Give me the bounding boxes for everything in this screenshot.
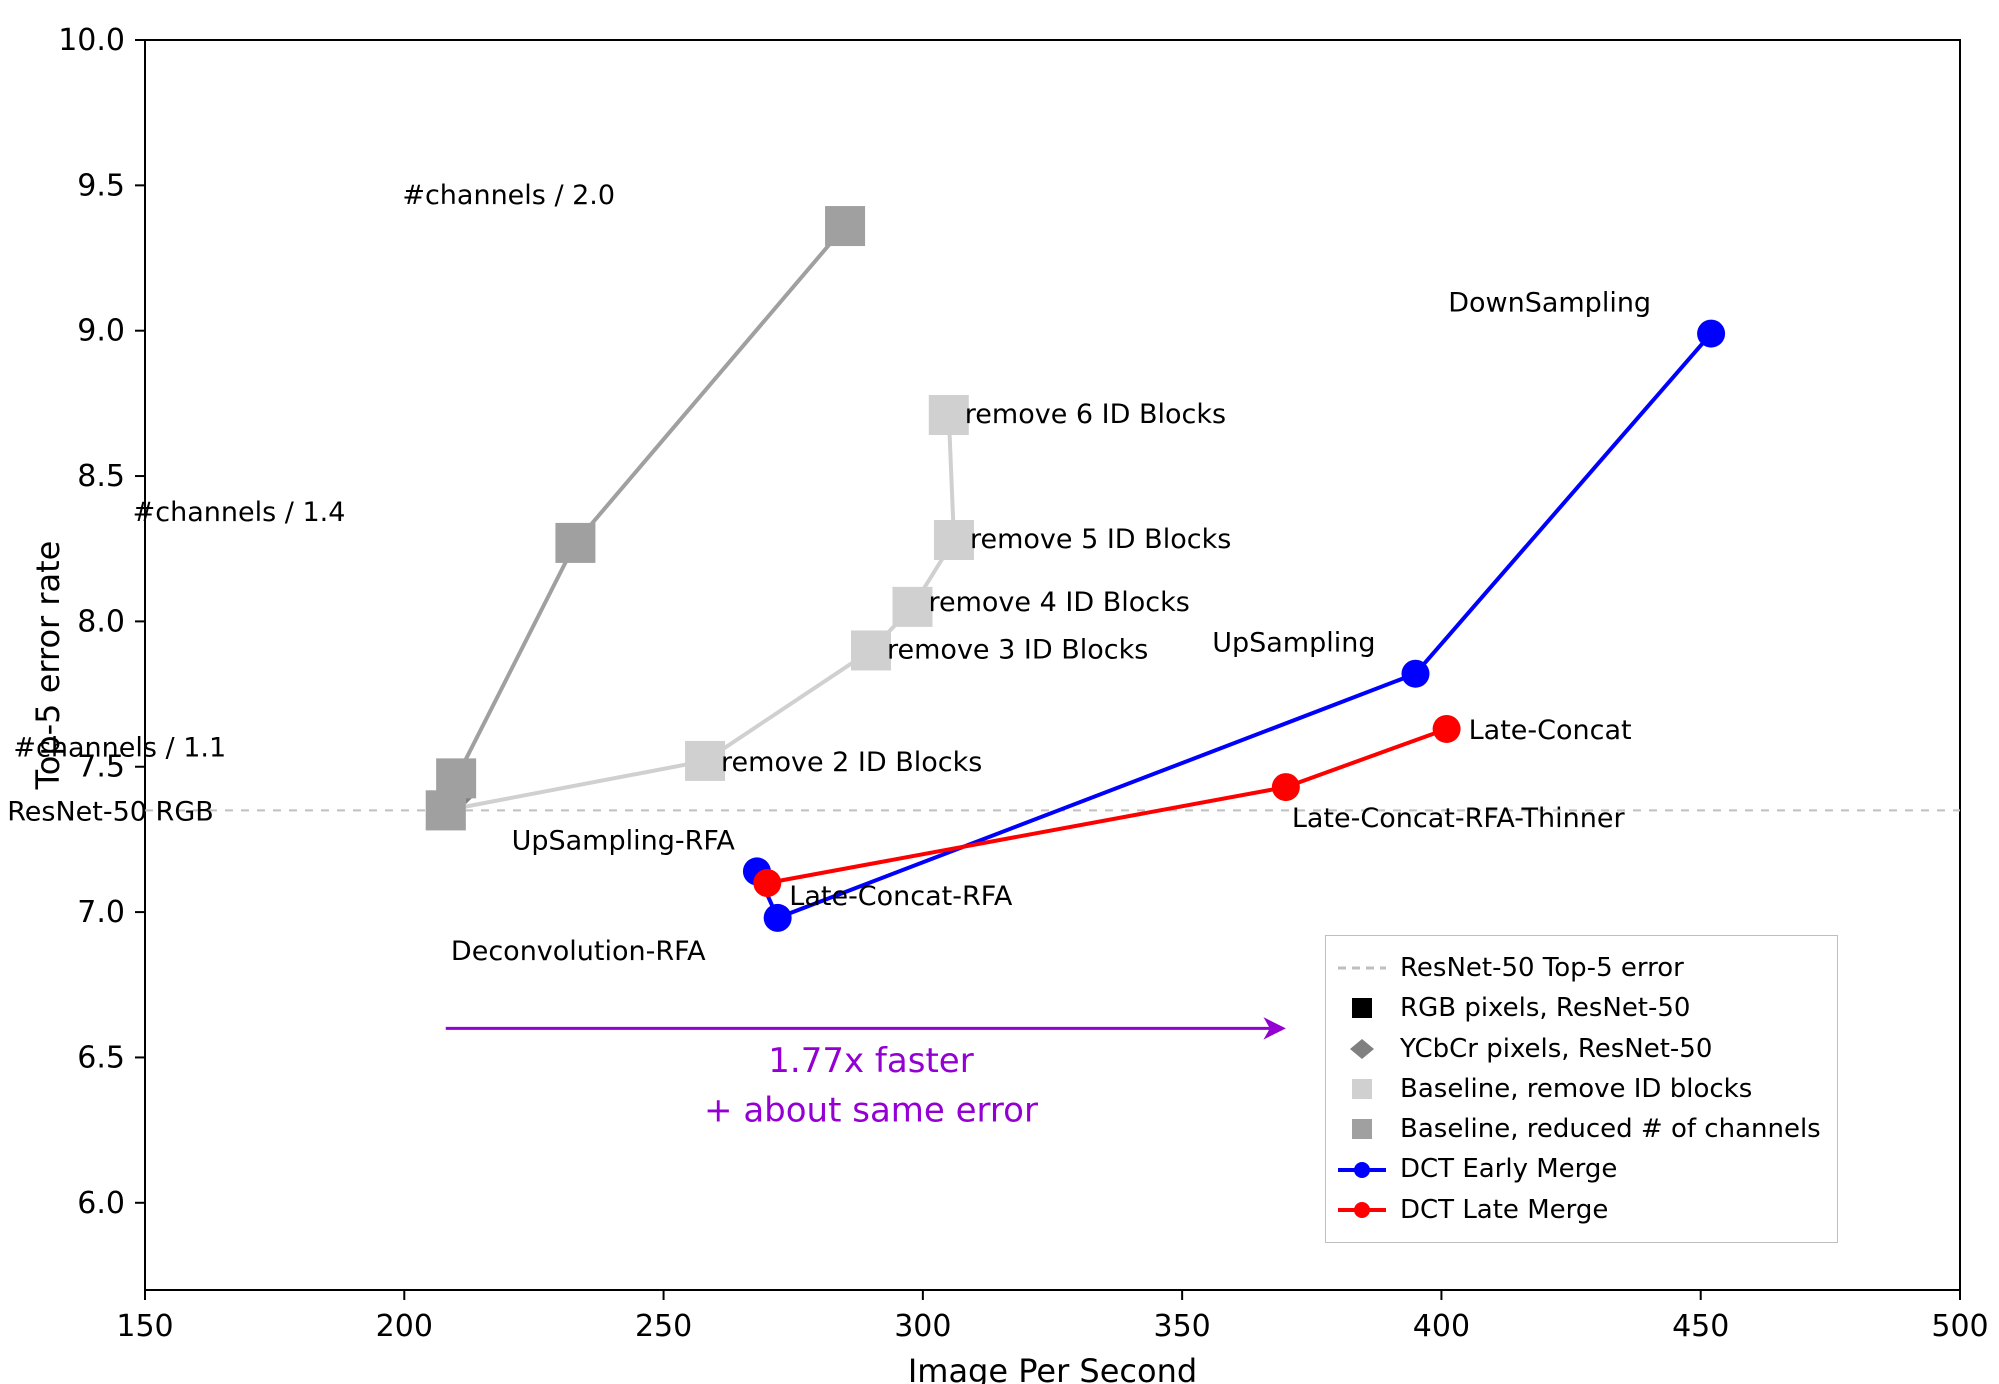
y-tick-label: 6.5 [77,1040,125,1075]
legend-swatch [1338,1115,1386,1143]
x-tick-label: 250 [635,1309,692,1344]
legend-label: Baseline, remove ID blocks [1400,1069,1752,1109]
point-label: Deconvolution-RFA [451,936,706,967]
point-label: remove 4 ID Blocks [928,587,1189,618]
y-tick-label: 10.0 [58,23,125,58]
legend-swatch [1338,1075,1386,1103]
legend-swatch [1338,1196,1386,1224]
legend-label: ResNet-50 Top-5 error [1400,948,1684,988]
data-point [934,520,974,560]
point-label: UpSampling [1212,628,1375,659]
y-tick-label: 9.0 [77,314,125,349]
x-tick-label: 150 [116,1309,173,1344]
data-point [753,869,781,897]
point-label: #channels / 1.4 [133,497,346,528]
legend-label: Baseline, reduced # of channels [1400,1109,1821,1149]
speedup-text: + about same error [704,1090,1038,1130]
legend-item: DCT Late Merge [1338,1190,1821,1230]
legend-label: YCbCr pixels, ResNet-50 [1400,1029,1712,1069]
data-point [929,395,969,435]
y-tick-label: 6.0 [77,1186,125,1221]
data-point [892,587,932,627]
data-point [851,630,891,670]
x-tick-label: 450 [1672,1309,1729,1344]
point-label: remove 6 ID Blocks [965,399,1226,430]
data-point [1433,715,1461,743]
data-point [1402,660,1430,688]
data-point [685,741,725,781]
legend-item: Baseline, remove ID blocks [1338,1069,1821,1109]
legend-item: ResNet-50 Top-5 error [1338,948,1821,988]
y-tick-label: 8.0 [77,604,125,639]
point-label: #channels / 2.0 [402,180,615,211]
legend-swatch [1338,954,1386,982]
legend: ResNet-50 Top-5 errorRGB pixels, ResNet-… [1325,935,1838,1243]
legend-swatch [1338,1156,1386,1184]
legend-label: RGB pixels, ResNet-50 [1400,988,1690,1028]
data-point [1272,773,1300,801]
x-axis-label: Image Per Second [908,1352,1197,1384]
legend-label: DCT Early Merge [1400,1149,1617,1189]
x-tick-label: 400 [1413,1309,1470,1344]
legend-swatch [1338,1035,1386,1063]
series-line [446,226,845,810]
point-label: ResNet-50 RGB [7,796,214,827]
x-tick-label: 300 [894,1309,951,1344]
data-point [825,206,865,246]
point-label: Late-Concat-RFA-Thinner [1292,803,1626,834]
y-tick-label: 9.5 [77,168,125,203]
legend-item: DCT Early Merge [1338,1149,1821,1189]
point-label: Late-Concat-RFA [789,881,1013,912]
chart-container: 1502002503003504004505006.06.57.07.58.08… [0,0,1999,1384]
x-tick-label: 500 [1931,1309,1988,1344]
point-label: DownSampling [1448,288,1651,319]
point-label: Late-Concat [1469,715,1632,746]
speedup-text: 1.77x faster [768,1041,973,1081]
point-label: #channels / 1.1 [13,732,226,763]
data-point [436,758,476,798]
point-label: remove 2 ID Blocks [721,747,982,778]
point-label: remove 3 ID Blocks [887,634,1148,665]
x-tick-label: 200 [376,1309,433,1344]
data-point [764,904,792,932]
legend-item: RGB pixels, ResNet-50 [1338,988,1821,1028]
data-point [555,523,595,563]
x-tick-label: 350 [1154,1309,1211,1344]
legend-label: DCT Late Merge [1400,1190,1608,1230]
legend-item: YCbCr pixels, ResNet-50 [1338,1029,1821,1069]
data-point [1697,320,1725,348]
legend-swatch [1338,994,1386,1022]
legend-item: Baseline, reduced # of channels [1338,1109,1821,1149]
point-label: remove 5 ID Blocks [970,524,1231,555]
y-tick-label: 7.0 [77,895,125,930]
y-tick-label: 8.5 [77,459,125,494]
point-label: UpSampling-RFA [512,825,736,856]
